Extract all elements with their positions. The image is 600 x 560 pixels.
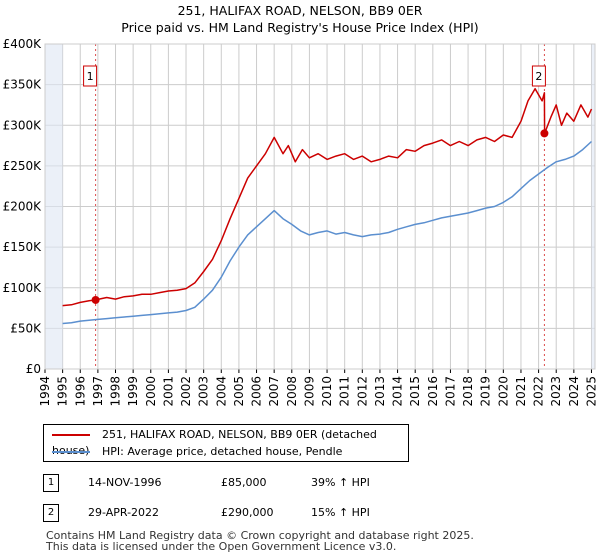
x-tick-label: 2004	[214, 376, 228, 407]
transactions-table: 1 14-NOV-1996 £85,000 39% ↑ HPI 2 29-APR…	[43, 474, 493, 534]
y-tick-label: £0	[26, 362, 41, 376]
y-tick-label: £350K	[3, 78, 43, 92]
table-row: 2 29-APR-2022 £290,000 15% ↑ HPI	[43, 504, 493, 528]
y-tick-label: £200K	[3, 200, 43, 214]
legend-label-property: 251, HALIFAX ROAD, NELSON, BB9 0ER (deta…	[52, 428, 377, 457]
transaction-date: 29-APR-2022	[88, 506, 160, 519]
x-tick-label: 2009	[302, 376, 316, 407]
x-tick-label: 1996	[73, 376, 87, 407]
annotation-label-2: 2	[535, 70, 542, 83]
y-tick-label: £50K	[10, 321, 42, 335]
x-tick-label: 2025	[584, 376, 598, 407]
footer-line-2: This data is licensed under the Open Gov…	[46, 540, 397, 553]
y-tick-label: £250K	[3, 159, 43, 173]
x-tick-label: 2017	[443, 376, 457, 407]
x-tick-label: 1998	[109, 376, 123, 407]
transaction-price: £85,000	[221, 476, 267, 489]
table-row: 1 14-NOV-1996 £85,000 39% ↑ HPI	[43, 474, 493, 498]
shaded-region-start	[45, 44, 63, 369]
chart-title: 251, HALIFAX ROAD, NELSON, BB9 0ER Price…	[0, 2, 600, 36]
legend-item-property: 251, HALIFAX ROAD, NELSON, BB9 0ER (deta…	[52, 427, 408, 457]
x-tick-label: 2023	[549, 376, 563, 407]
legend-swatch-property	[52, 434, 90, 436]
x-tick-label: 2003	[197, 376, 211, 407]
x-tick-label: 1997	[91, 376, 105, 407]
y-tick-label: £300K	[3, 118, 43, 132]
y-tick-label: £100K	[3, 281, 43, 295]
x-tick-label: 2007	[267, 376, 281, 407]
title-line-1: 251, HALIFAX ROAD, NELSON, BB9 0ER	[177, 3, 423, 18]
chart-plot: £0 £50K £100K £150K £200K £250K £300K £350K £400…	[3, 37, 599, 407]
x-tick-label: 2014	[391, 376, 405, 407]
x-tick-label: 1995	[56, 376, 70, 407]
legend-label-hpi: HPI: Average price, detached house, Pend…	[102, 445, 343, 458]
annotation-label-1: 1	[87, 70, 94, 83]
sale-point-1	[91, 295, 100, 304]
x-tick-label: 2000	[144, 376, 158, 407]
transaction-date: 14-NOV-1996	[88, 476, 162, 489]
transaction-marker: 1	[43, 474, 59, 492]
title-line-2: Price paid vs. HM Land Registry's House …	[121, 20, 479, 35]
x-tick-label: 2005	[232, 376, 246, 407]
grid-layer	[44, 43, 595, 370]
x-tick-label: 1994	[38, 376, 52, 407]
x-tick-label: 2013	[373, 376, 387, 407]
y-tick-label: £150K	[3, 240, 43, 254]
x-tick-label: 2018	[461, 376, 475, 407]
x-tick-label: 2015	[408, 376, 422, 407]
x-tick-label: 2024	[567, 376, 581, 407]
annotation-box-2	[531, 65, 546, 87]
series-layer	[62, 87, 593, 325]
x-tick-label: 2019	[479, 376, 493, 407]
transaction-change: 39% ↑ HPI	[311, 476, 370, 489]
shaded-region-end	[591, 44, 595, 369]
transaction-price: £290,000	[221, 506, 274, 519]
series-line-hpi	[62, 140, 593, 325]
x-tick-label: 2022	[532, 376, 546, 407]
axis-layer: £0 £50K £100K £150K £200K £250K £300K £350K £400…	[3, 37, 599, 407]
shade-layer	[45, 44, 595, 369]
x-tick-label: 2011	[338, 376, 352, 407]
footer: Contains HM Land Registry data © Crown c…	[46, 530, 474, 552]
legend-item-hpi: HPI: Average price, detached house, Pend…	[52, 444, 342, 460]
x-tick-label: 2016	[426, 376, 440, 407]
transaction-marker: 2	[43, 504, 59, 522]
x-tick-label: 2010	[320, 376, 334, 407]
x-tick-label: 2001	[161, 376, 175, 407]
footer-line-1: Contains HM Land Registry data © Crown c…	[46, 529, 474, 542]
transaction-change: 15% ↑ HPI	[311, 506, 370, 519]
y-tick-label: £400K	[3, 37, 43, 51]
x-tick-label: 2008	[285, 376, 299, 407]
legend-swatch-hpi	[52, 451, 90, 453]
x-tick-label: 2006	[250, 376, 264, 407]
x-tick-label: 2002	[179, 376, 193, 407]
legend: 251, HALIFAX ROAD, NELSON, BB9 0ER (deta…	[43, 424, 409, 462]
x-tick-label: 2020	[496, 376, 510, 407]
series-line-property	[62, 87, 593, 307]
plot-frame	[44, 43, 596, 370]
sale-point-2	[540, 129, 549, 138]
annotation-box-1	[83, 65, 98, 87]
x-tick-label: 2012	[355, 376, 369, 407]
x-tick-label: 2021	[514, 376, 528, 407]
x-tick-label: 1999	[126, 376, 140, 407]
